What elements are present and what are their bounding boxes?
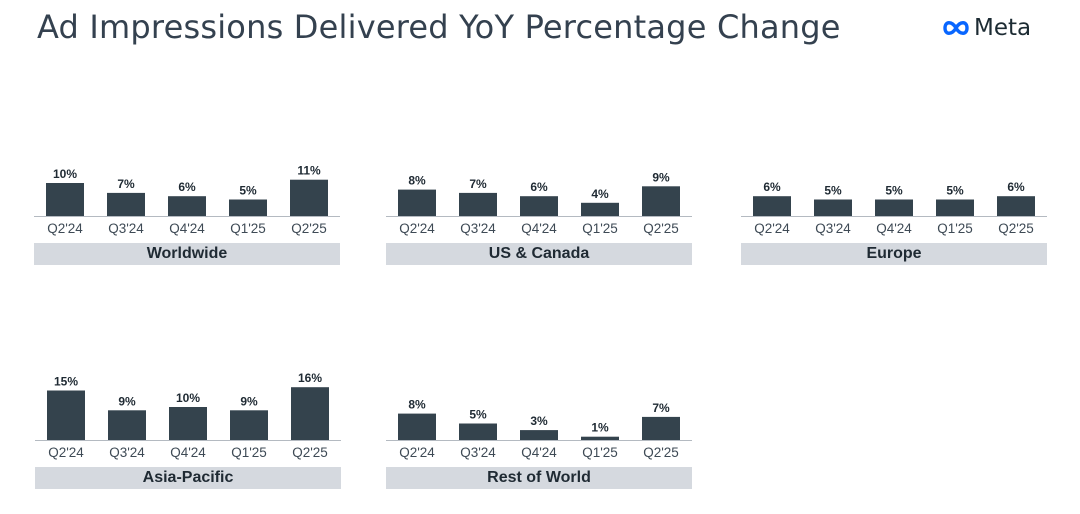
data-label: 5% (946, 184, 964, 198)
data-label: 1% (591, 421, 609, 435)
x-tick-label: Q2'25 (643, 445, 679, 460)
bar (520, 430, 558, 440)
x-tick-label: Q4'24 (521, 445, 557, 460)
x-tick-label: Q4'24 (170, 445, 206, 460)
data-label: 7% (117, 177, 135, 191)
x-tick-label: Q2'24 (48, 445, 84, 460)
x-tick-label: Q1'25 (582, 221, 618, 236)
bar (753, 196, 791, 216)
x-tick-label: Q2'24 (47, 221, 83, 236)
panel-label: Asia-Pacific (35, 467, 341, 489)
x-tick-label: Q1'25 (230, 221, 266, 236)
data-label: 8% (408, 398, 426, 412)
page-title: Ad Impressions Delivered YoY Percentage … (37, 8, 841, 46)
bar (168, 196, 206, 216)
x-tick-label: Q4'24 (169, 221, 205, 236)
data-label: 5% (239, 184, 257, 198)
bar (169, 407, 207, 440)
panel-label: Europe (741, 243, 1047, 265)
panel-label: US & Canada (386, 243, 692, 265)
bar (520, 196, 558, 216)
data-label: 5% (824, 184, 842, 198)
bar (459, 192, 497, 216)
data-label: 3% (530, 414, 548, 428)
chart-panel-worldwide: 10% Q2'24 7% Q3'24 6% Q4'24 5% Q1'25 11% Q2'25 Wo… (34, 150, 340, 280)
bar (581, 202, 619, 216)
bar-chart-us-canada: 8% Q2'24 7% Q3'24 6% Q4'24 4% Q1'25 9% Q2'25 (386, 170, 692, 236)
bar-chart-worldwide: 10% Q2'24 7% Q3'24 6% Q4'24 5% Q1'25 11% Q2'25 (34, 164, 340, 236)
bar (108, 410, 146, 440)
x-tick-label: Q4'24 (876, 221, 912, 236)
bar (875, 199, 913, 216)
data-label: 10% (53, 167, 77, 181)
bar (997, 196, 1035, 216)
x-tick-label: Q2'25 (292, 445, 328, 460)
data-label: 10% (176, 391, 200, 405)
brand-name: Meta (974, 15, 1032, 41)
panel-label: Rest of World (386, 467, 692, 489)
x-tick-label: Q3'24 (460, 445, 496, 460)
brand-logo: Meta (941, 15, 1031, 41)
data-label: 8% (408, 174, 426, 188)
chart-panel-asia-pacific: 15% Q2'24 9% Q3'24 10% Q4'24 9% Q1'25 16% Q2'25 A… (35, 371, 341, 504)
bar-chart-rest-of-world: 8% Q2'24 5% Q3'24 3% Q4'24 1% Q1'25 7% Q2'25 (386, 398, 692, 460)
meta-infinity-icon (943, 21, 969, 35)
bar (46, 183, 84, 216)
chart-panel-us-canada: 8% Q2'24 7% Q3'24 6% Q4'24 4% Q1'25 9% Q2'25 US &… (386, 150, 692, 280)
data-label: 7% (652, 401, 670, 415)
data-label: 6% (763, 180, 781, 194)
x-tick-label: Q2'24 (399, 221, 435, 236)
x-tick-label: Q2'25 (643, 221, 679, 236)
data-label: 11% (297, 164, 321, 178)
x-tick-label: Q3'24 (108, 221, 144, 236)
bar (47, 390, 85, 440)
bar (814, 199, 852, 216)
data-label: 9% (118, 394, 136, 408)
x-tick-label: Q3'24 (815, 221, 851, 236)
data-label: 16% (298, 371, 322, 385)
bar (290, 179, 328, 216)
bar (459, 423, 497, 440)
x-tick-label: Q1'25 (937, 221, 973, 236)
data-label: 5% (885, 184, 903, 198)
data-label: 6% (1007, 180, 1025, 194)
bar (229, 199, 267, 216)
data-label: 15% (54, 375, 78, 389)
bar (398, 189, 436, 216)
bar (107, 192, 145, 216)
x-tick-label: Q2'24 (754, 221, 790, 236)
bar (291, 387, 329, 440)
x-tick-label: Q2'25 (998, 221, 1034, 236)
bar (642, 416, 680, 440)
x-tick-label: Q4'24 (521, 221, 557, 236)
data-label: 7% (469, 177, 487, 191)
x-tick-label: Q2'25 (291, 221, 327, 236)
bar (642, 186, 680, 216)
x-tick-label: Q3'24 (460, 221, 496, 236)
bar (936, 199, 974, 216)
bar (581, 436, 619, 440)
data-label: 5% (469, 408, 487, 422)
data-label: 6% (178, 180, 196, 194)
chart-panel-europe: 6% Q2'24 5% Q3'24 5% Q4'24 5% Q1'25 6% Q2'25 Euro… (741, 150, 1047, 280)
data-label: 9% (240, 394, 258, 408)
x-tick-label: Q3'24 (109, 445, 145, 460)
data-label: 6% (530, 180, 548, 194)
chart-panel-rest-of-world: 8% Q2'24 5% Q3'24 3% Q4'24 1% Q1'25 7% Q2'25 Rest… (386, 374, 692, 504)
data-label: 9% (652, 170, 670, 184)
bar-chart-asia-pacific: 15% Q2'24 9% Q3'24 10% Q4'24 9% Q1'25 16% Q2'25 (35, 371, 341, 460)
x-tick-label: Q1'25 (231, 445, 267, 460)
x-tick-label: Q2'24 (399, 445, 435, 460)
panel-label: Worldwide (34, 243, 340, 265)
bar (398, 413, 436, 440)
data-label: 4% (591, 187, 609, 201)
bar (230, 410, 268, 440)
x-tick-label: Q1'25 (582, 445, 618, 460)
bar-chart-europe: 6% Q2'24 5% Q3'24 5% Q4'24 5% Q1'25 6% Q2'25 (741, 180, 1047, 236)
